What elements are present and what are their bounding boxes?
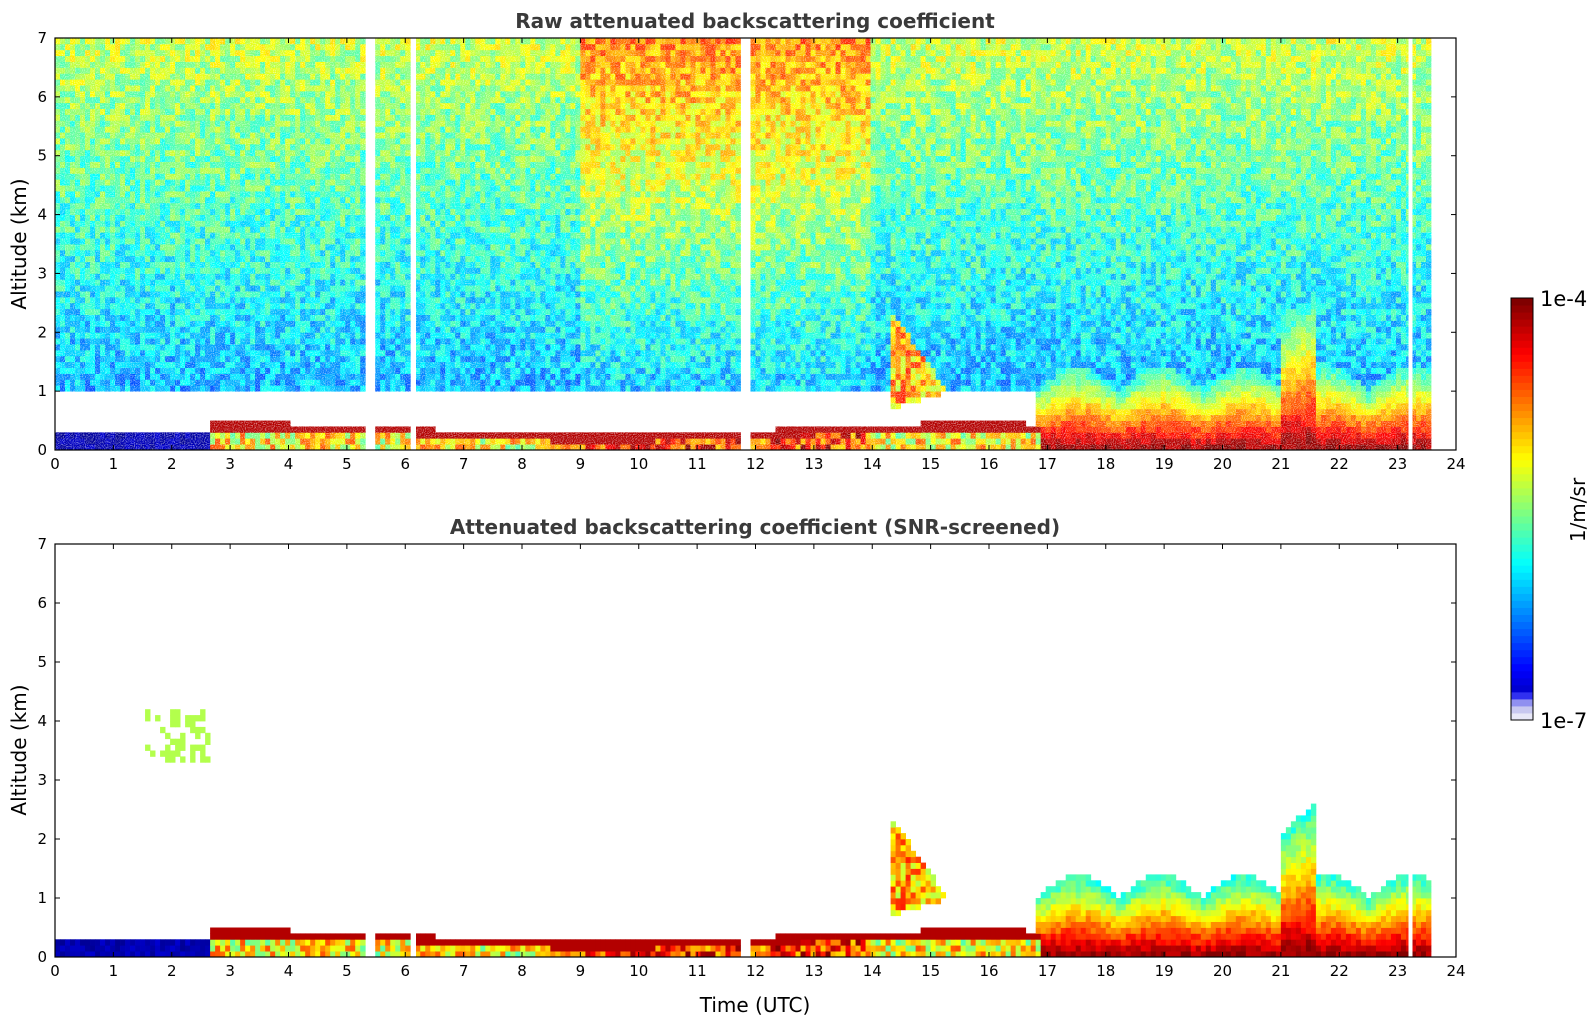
top-panel-title: Raw attenuated backscattering coefficien… — [515, 9, 995, 33]
raw-backscatter-panel: Raw attenuated backscattering coefficien… — [7, 9, 1466, 473]
